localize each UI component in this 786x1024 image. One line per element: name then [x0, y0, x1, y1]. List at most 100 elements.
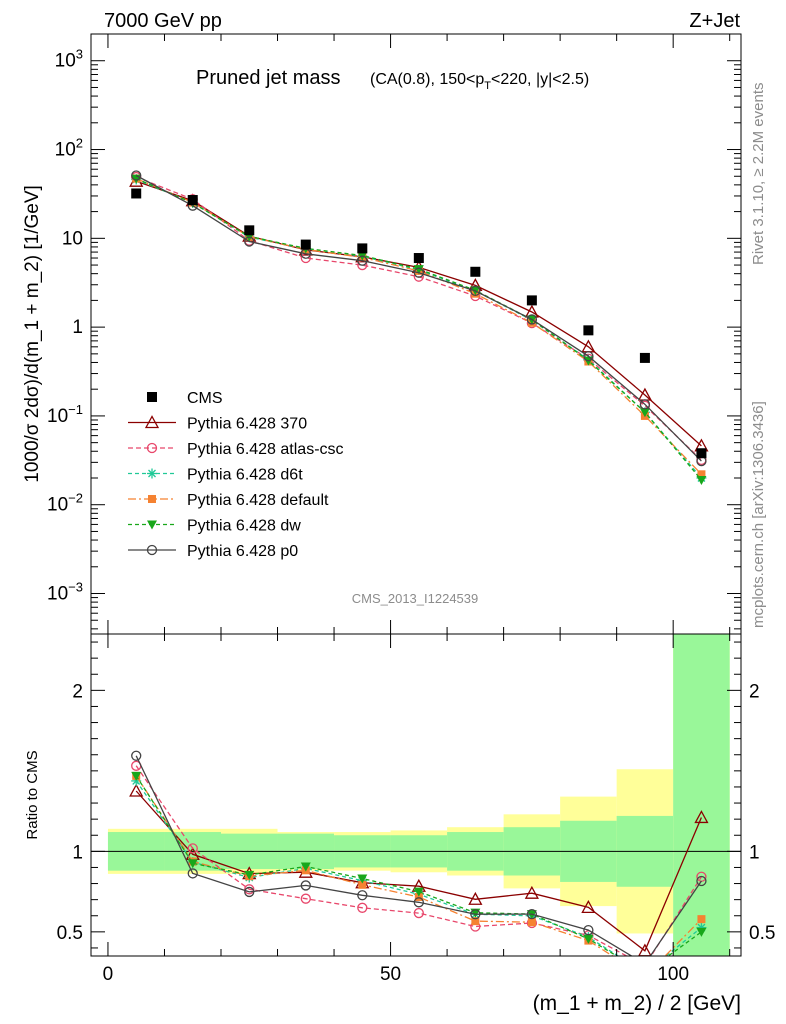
ratio-line-5 — [135, 755, 702, 956]
ratio-3-point-6 — [471, 917, 480, 926]
ratio-ytick-label-left-1: 1 — [72, 842, 83, 863]
rivet-label: Rivet 3.1.10, ≥ 2.2M events — [750, 83, 767, 266]
top-ytick-label-1: 102 — [55, 136, 83, 161]
ratio-1-point-3 — [300, 893, 311, 904]
ratio-plot-panel: 2 2 1 1 0.5 0.5 0 50 100 Ratio to CMS (m_1 + m_2… — [24, 633, 775, 1015]
ratio-4-point-10 — [696, 927, 707, 937]
legend: CMS Pythia 6.428 370 Pythia 6.428 atlas-cs… — [128, 390, 344, 560]
ratio-1-point-4 — [357, 902, 368, 913]
ratio-5-point-2 — [244, 886, 255, 898]
series-5-point-7 — [526, 314, 538, 325]
data-point-0 — [131, 188, 142, 199]
band-inner-bin-10 — [673, 634, 730, 956]
ratio-3-point-10 — [697, 915, 706, 924]
ratio-4-point-2 — [244, 870, 255, 880]
legend-label-0: Pythia 6.428 370 — [187, 416, 307, 433]
ratio-4-point-1 — [187, 859, 198, 869]
data-point-10 — [696, 448, 707, 459]
ratio-4-point-0 — [131, 771, 142, 781]
series-5-point-8 — [583, 351, 594, 362]
legend-label-2: Pythia 6.428 d6t — [187, 467, 303, 484]
data-point-2 — [244, 225, 255, 236]
ratio-1-point-5 — [413, 907, 424, 919]
data-point-1 — [187, 195, 198, 206]
legend-marker-1 — [146, 442, 158, 454]
legend-marker-2-stroke-d2 — [148, 469, 156, 478]
ratio-series — [129, 750, 709, 956]
series-5-point-9 — [639, 399, 651, 410]
top-ytick-label-3: 1 — [72, 317, 83, 338]
series-5-point-2 — [244, 236, 255, 247]
ratio-ytick-label-left-2: 0.5 — [57, 923, 83, 944]
ratio-ticks: 2 2 1 1 0.5 0.5 0 50 100 — [57, 634, 775, 985]
ratio-uncertainty-bands — [91, 634, 741, 956]
ratio-5-point-10 — [696, 875, 707, 887]
top-ytick-label-4: 10−1 — [47, 402, 83, 427]
ratio-3-point-4 — [358, 880, 367, 889]
data-point-4 — [357, 243, 368, 254]
ratio-line-0 — [135, 790, 702, 952]
ratio-5-point-1 — [187, 868, 198, 879]
series-line-4 — [135, 178, 702, 481]
series-line-5 — [135, 174, 702, 462]
ratio-line-1 — [135, 765, 702, 956]
series-5-point-6 — [470, 285, 481, 297]
legend-label-4: Pythia 6.428 dw — [187, 518, 301, 535]
series-5-point-5 — [413, 267, 424, 278]
ratio-ytick-label-right-2: 0.5 — [749, 923, 775, 944]
legend-marker-5 — [146, 544, 158, 556]
data-point-6 — [470, 266, 481, 277]
legend-marker-2 — [147, 468, 157, 479]
y-axis-label-bottom: Ratio to CMS — [24, 750, 41, 839]
top-ytick-label-0: 103 — [55, 47, 83, 72]
ratio-4-point-3 — [300, 862, 311, 872]
ratio-5-point-6 — [470, 909, 481, 920]
data-point-9 — [639, 352, 650, 363]
ratio-ytick-label-right-1: 1 — [749, 842, 760, 863]
main-plot-series — [129, 170, 709, 485]
data-point-7 — [526, 295, 537, 306]
ratio-5-point-8 — [583, 924, 594, 936]
legend-marker-data — [147, 392, 157, 402]
ratio-line-3 — [135, 775, 702, 956]
ratio-ytick-label-right-0: 2 — [749, 681, 760, 702]
plot-subtitle: (CA(0.8), 150<pT<220, |y|<2.5) — [370, 71, 589, 92]
legend-label-5: Pythia 6.428 p0 — [187, 543, 298, 560]
ratio-ytick-label-left-0: 2 — [72, 681, 83, 702]
header-left: 7000 GeV pp — [104, 10, 222, 32]
series-5-point-4 — [357, 255, 368, 266]
ratio-4-point-5 — [413, 887, 424, 897]
series-4-point-9 — [639, 408, 650, 418]
series-4-point-5 — [413, 265, 424, 275]
x-axis-label: (m_1 + m_2) / 2 [GeV] — [533, 992, 741, 1015]
data-point-5 — [413, 253, 424, 264]
legend-label-data: CMS — [187, 390, 223, 407]
legend-label-1: Pythia 6.428 atlas-csc — [187, 441, 344, 458]
top-ytick-label-5: 10−2 — [47, 491, 83, 516]
ratio-line-4 — [135, 775, 702, 956]
ratio-0-point-0 — [129, 783, 144, 797]
series-5-point-0 — [131, 170, 142, 181]
ratio-5-point-0 — [131, 750, 142, 761]
data-point-3 — [300, 239, 311, 250]
ratio-4-point-8 — [583, 934, 594, 944]
xtick-label-1: 50 — [380, 964, 401, 985]
ratio-1-point-2 — [244, 884, 255, 895]
ratio-0-point-7 — [524, 885, 539, 899]
xtick-label-2: 100 — [657, 964, 689, 985]
ratio-5-point-7 — [526, 908, 538, 920]
y-axis-label-top: 1000/σ 2dσ)/d(m_1 + m_2) [1/GeV] — [22, 185, 43, 483]
top-ytick-label-2: 10 — [62, 228, 83, 249]
series-3-point-10 — [697, 470, 706, 479]
ratio-plot-frame — [90, 633, 742, 957]
series-4-point-10 — [696, 475, 707, 485]
ratio-3-point-5 — [414, 892, 423, 901]
xtick-label-0: 0 — [103, 964, 114, 985]
analysis-id: CMS_2013_I1224539 — [352, 591, 479, 606]
plot-title: Pruned jet mass — [196, 67, 341, 89]
legend-label-3: Pythia 6.428 default — [187, 492, 329, 509]
legend-marker-4 — [147, 520, 157, 530]
ratio-0-point-8 — [581, 899, 596, 913]
